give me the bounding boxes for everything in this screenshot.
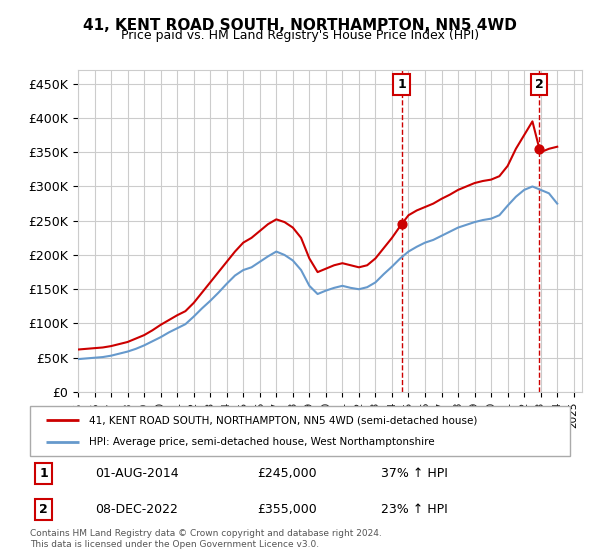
FancyBboxPatch shape <box>30 406 570 456</box>
Text: 1: 1 <box>39 467 48 480</box>
Text: Price paid vs. HM Land Registry's House Price Index (HPI): Price paid vs. HM Land Registry's House … <box>121 29 479 42</box>
Text: 2: 2 <box>39 503 48 516</box>
Text: HPI: Average price, semi-detached house, West Northamptonshire: HPI: Average price, semi-detached house,… <box>89 437 435 447</box>
Text: 23% ↑ HPI: 23% ↑ HPI <box>381 503 448 516</box>
Text: 2: 2 <box>535 78 544 91</box>
Text: 1: 1 <box>397 78 406 91</box>
Text: 37% ↑ HPI: 37% ↑ HPI <box>381 467 448 480</box>
Text: 41, KENT ROAD SOUTH, NORTHAMPTON, NN5 4WD: 41, KENT ROAD SOUTH, NORTHAMPTON, NN5 4W… <box>83 18 517 33</box>
Point <box>397 220 406 228</box>
Text: Contains HM Land Registry data © Crown copyright and database right 2024.
This d: Contains HM Land Registry data © Crown c… <box>30 529 382 549</box>
Text: £245,000: £245,000 <box>257 467 316 480</box>
Text: 01-AUG-2014: 01-AUG-2014 <box>95 467 178 480</box>
Text: 41, KENT ROAD SOUTH, NORTHAMPTON, NN5 4WD (semi-detached house): 41, KENT ROAD SOUTH, NORTHAMPTON, NN5 4W… <box>89 415 478 425</box>
Text: 08-DEC-2022: 08-DEC-2022 <box>95 503 178 516</box>
Point <box>535 144 544 153</box>
Text: £355,000: £355,000 <box>257 503 317 516</box>
